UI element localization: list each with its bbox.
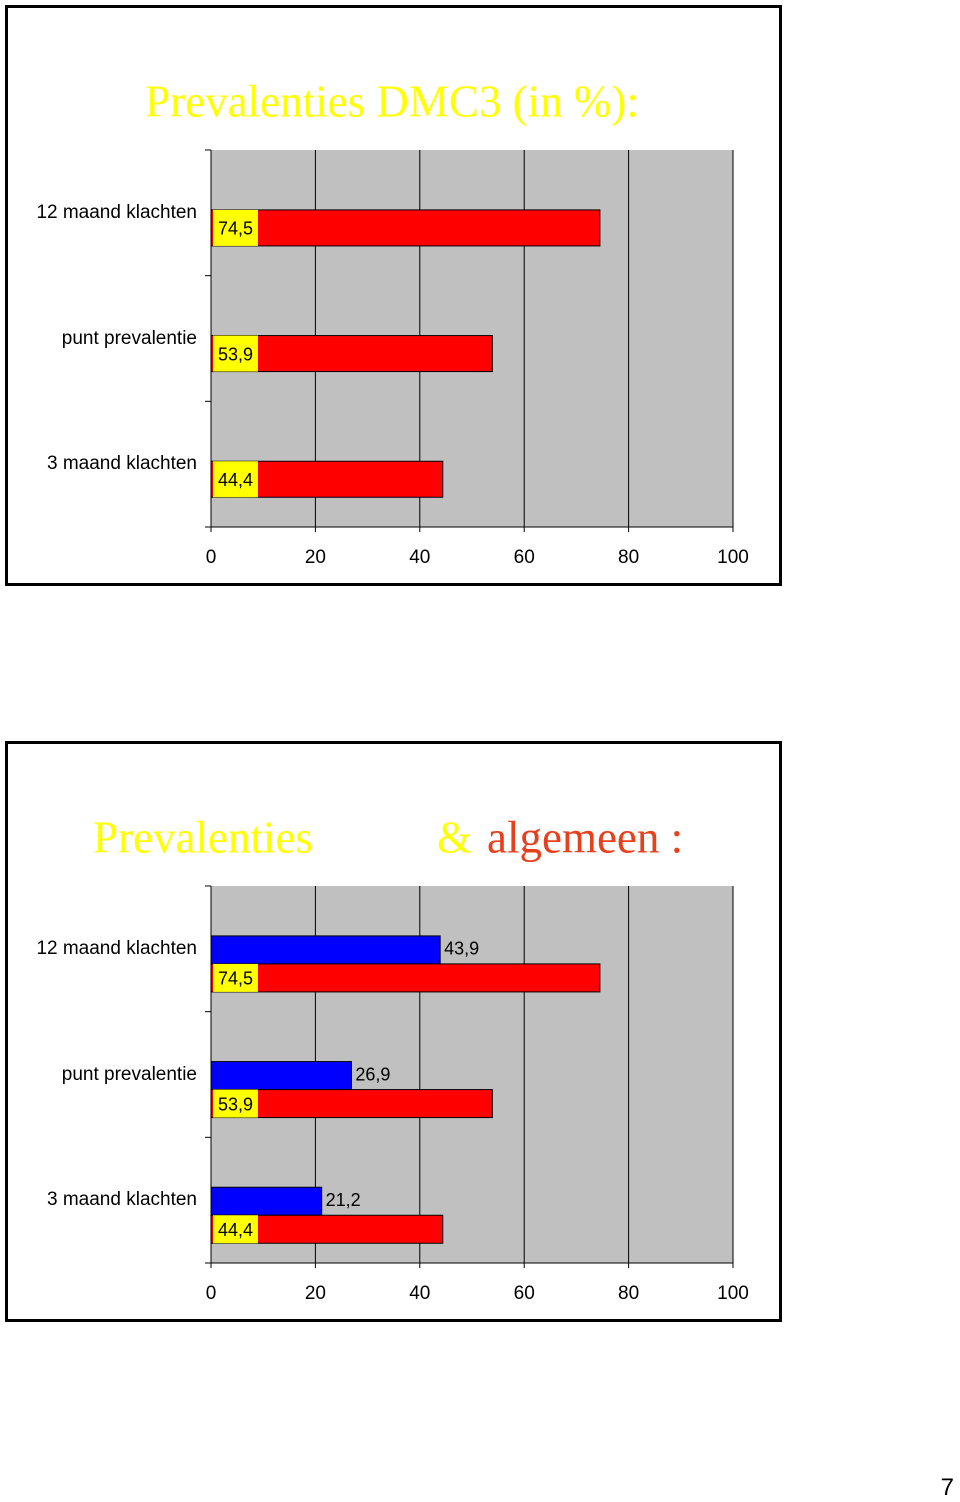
chart: Prevalenties & algemeen : 0 20 40 60 80 100 43,9 7… bbox=[93, 812, 749, 1304]
x-tick-label: 100 bbox=[717, 1283, 749, 1304]
slide: Prevalenties DMC3 (in %): 0 20 40 60 80 100 74,… bbox=[5, 5, 782, 586]
category-label: 12 maand klachten bbox=[36, 937, 197, 959]
value-label: 53,9 bbox=[218, 1094, 253, 1114]
category-label: punt prevalentie bbox=[61, 327, 197, 349]
value-label-box bbox=[213, 335, 258, 372]
chart-title: algemeen : bbox=[487, 812, 683, 862]
x-tick-label: 20 bbox=[305, 547, 326, 568]
x-tick-label: 20 bbox=[305, 1283, 326, 1304]
value-label: 74,5 bbox=[218, 969, 253, 989]
category-label: 3 maand klachten bbox=[47, 1189, 197, 1211]
value-label: 74,5 bbox=[218, 219, 253, 239]
chart-title: Prevalenties bbox=[93, 812, 313, 862]
page-number: 7 bbox=[940, 1474, 954, 1501]
value-label: 43,9 bbox=[444, 939, 479, 959]
value-label-box bbox=[213, 1215, 258, 1244]
bar bbox=[210, 1186, 323, 1216]
value-label: 53,9 bbox=[218, 344, 253, 364]
value-label: 44,4 bbox=[218, 470, 253, 490]
category-label: 12 maand klachten bbox=[36, 201, 197, 223]
x-tick-label: 80 bbox=[618, 547, 639, 568]
x-tick-label: 60 bbox=[514, 547, 535, 568]
value-label: 44,4 bbox=[218, 1220, 253, 1240]
chart-title: & bbox=[437, 812, 472, 862]
value-label: 26,9 bbox=[355, 1064, 390, 1084]
category-label: 3 maand klachten bbox=[47, 453, 197, 475]
bar bbox=[210, 963, 601, 993]
value-label-box bbox=[213, 461, 258, 498]
value-label-box bbox=[213, 1089, 258, 1118]
x-tick-label: 80 bbox=[618, 1283, 639, 1304]
x-tick-label: 40 bbox=[409, 547, 430, 568]
x-tick-label: 40 bbox=[409, 1283, 430, 1304]
x-tick-label: 100 bbox=[717, 547, 749, 568]
value-label: 21,2 bbox=[326, 1190, 361, 1210]
bar bbox=[210, 209, 601, 247]
slide: Prevalenties & algemeen : 0 20 40 60 80 100 43,9 7… bbox=[5, 741, 782, 1322]
x-tick-label: 0 bbox=[206, 547, 217, 568]
x-tick-label: 0 bbox=[206, 1283, 217, 1304]
chart-title: Prevalenties DMC3 (in %): bbox=[145, 76, 639, 126]
x-tick-label: 60 bbox=[514, 1283, 535, 1304]
chart: Prevalenties DMC3 (in %): 0 20 40 60 80 100 74,… bbox=[145, 76, 749, 568]
bar bbox=[210, 935, 441, 965]
bar bbox=[210, 1061, 352, 1091]
category-label: punt prevalentie bbox=[61, 1063, 197, 1085]
value-label-box bbox=[213, 209, 258, 246]
value-label-box bbox=[213, 963, 258, 992]
